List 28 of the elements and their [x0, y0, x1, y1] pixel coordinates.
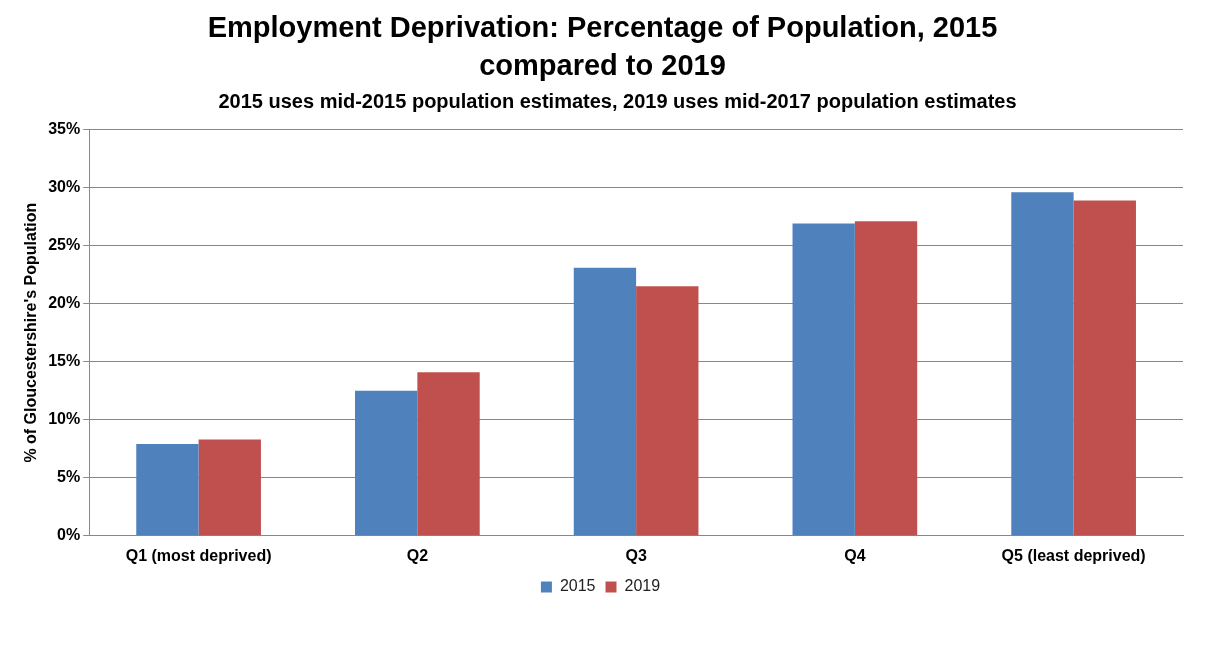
chart-subtitle: 2015 uses mid-2015 population estimates, 2019 uses mid-2017 population estimates [217, 90, 1018, 113]
y-tick-label: 20% [48, 294, 81, 312]
bar [417, 372, 480, 536]
bar [854, 221, 918, 536]
bar [573, 267, 637, 536]
legend-label: 2015 [559, 577, 596, 595]
bar [198, 439, 261, 536]
y-tick-label: 15% [48, 352, 81, 370]
x-tick-label: Q1 (most deprived) [125, 546, 272, 564]
bar [1073, 200, 1136, 536]
y-tick-label: 10% [48, 410, 81, 428]
bar [355, 390, 418, 536]
bar [792, 223, 855, 536]
bar [136, 444, 199, 536]
y-tick-label: 25% [48, 236, 81, 254]
x-tick-label: Q4 [844, 546, 866, 564]
chart-title: Employment Deprivation: Percentage of Population, 2015 compared to 2019 [206, 10, 999, 83]
bar [1011, 192, 1074, 536]
x-tick-label: Q3 [625, 546, 647, 564]
x-tick-label: Q5 (least deprived) [1001, 546, 1146, 564]
x-tick-label: Q2 [406, 546, 429, 564]
y-tick-label: 35% [48, 120, 81, 138]
y-tick-label: 0% [57, 526, 81, 544]
y-axis-title: % of Gloucestershire's Population [22, 202, 40, 463]
y-tick-label: 5% [57, 468, 81, 486]
y-tick-label: 30% [48, 178, 81, 196]
bar [636, 286, 699, 536]
legend-label: 2019 [624, 577, 661, 595]
